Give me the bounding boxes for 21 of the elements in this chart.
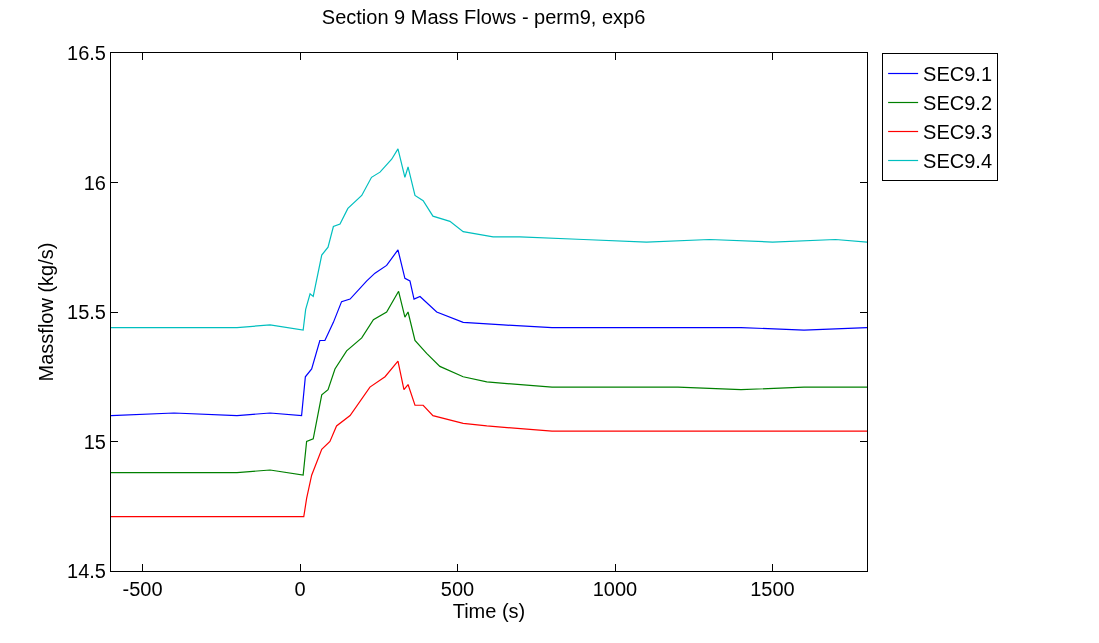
y-tick-label: 14.5 bbox=[67, 560, 106, 582]
x-tick-label: 0 bbox=[294, 578, 306, 600]
x-axis-title: Time (s) bbox=[452, 600, 526, 622]
legend-label: SEC9.3 bbox=[923, 121, 993, 144]
line-series bbox=[111, 290, 867, 476]
x-tick-label: 500 bbox=[440, 578, 475, 600]
y-axis-title: Massflow (kg/s) bbox=[34, 242, 57, 382]
y-tick-label: 15 bbox=[83, 430, 106, 453]
x-tick-label: 1000 bbox=[592, 578, 638, 600]
y-tick-label: 16 bbox=[83, 171, 106, 194]
chart-title: Section 9 Mass Flows - perm9, exp6 bbox=[321, 5, 646, 28]
y-tick-label: 16.5 bbox=[67, 42, 106, 64]
x-tick-label: 1500 bbox=[750, 578, 795, 600]
line-series bbox=[111, 360, 867, 518]
legend-label: SEC9.2 bbox=[923, 92, 993, 115]
x-tick-label: -500 bbox=[122, 578, 163, 600]
y-tick-label: 15.5 bbox=[67, 301, 106, 323]
legend-label: SEC9.4 bbox=[923, 150, 993, 173]
legend-label: SEC9.1 bbox=[923, 63, 993, 86]
line-series bbox=[111, 148, 867, 331]
line-series bbox=[111, 249, 867, 417]
